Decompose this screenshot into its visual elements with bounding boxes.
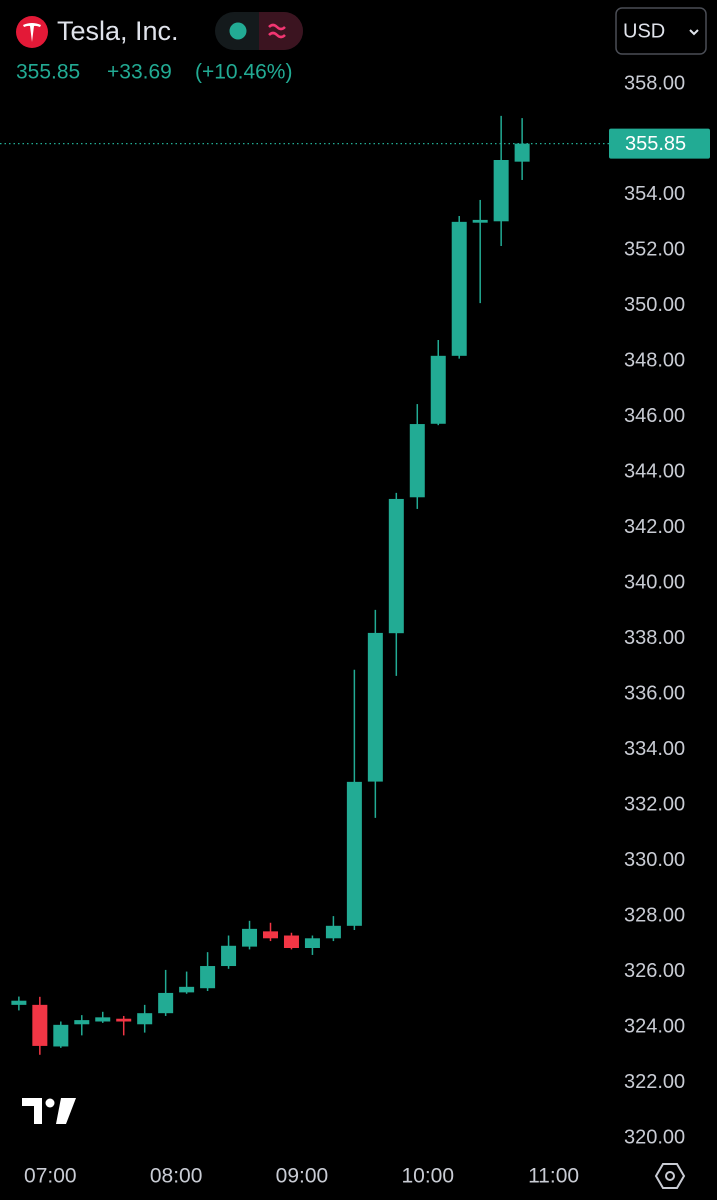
y-tick-label: 352.00 [624,239,685,261]
y-tick-label: 342.00 [624,516,685,538]
y-tick-label: 332.00 [624,793,685,815]
candle-body [304,938,320,949]
candle-body [514,143,530,162]
candle-body [116,1018,132,1022]
price-change-percent: (+10.46%) [195,61,292,84]
x-tick-label: 11:00 [528,1165,579,1188]
y-tick-label: 358.00 [624,72,685,94]
candle-body [325,925,341,939]
settings-icon-center [665,1171,675,1181]
last-price-label: 355.85 [625,133,686,155]
candle-body [11,1000,27,1005]
y-tick-label: 340.00 [624,572,685,594]
currency-label: USD [623,20,665,42]
last-price: 355.85 [16,61,80,84]
candle-body [409,424,425,498]
y-tick-label: 324.00 [624,1015,685,1037]
x-tick-label: 10:00 [401,1165,454,1188]
y-tick-label: 350.00 [624,294,685,316]
candle-body [430,355,446,424]
symbol-title: Tesla, Inc. [57,16,179,46]
candle-body [137,1013,153,1025]
candle-body [242,928,258,947]
y-tick-label: 330.00 [624,849,685,871]
x-tick-label: 08:00 [150,1165,203,1188]
y-tick-label: 336.00 [624,682,685,704]
y-tick-label: 338.00 [624,627,685,649]
candle-body [388,498,404,634]
candle-body [221,945,237,967]
y-tick-label: 322.00 [624,1071,685,1093]
candle-body [200,966,216,989]
y-tick-label: 334.00 [624,738,685,760]
market-open-dot [229,22,247,40]
y-tick-label: 326.00 [624,960,685,982]
dropdown-chevron [689,29,699,36]
candle-body [74,1020,90,1025]
currency-dropdown[interactable] [615,7,707,55]
candle-body [179,986,195,993]
settings-icon[interactable] [654,1163,686,1189]
last-price-badge [609,128,710,159]
x-tick-label: 07:00 [24,1165,77,1188]
tv-logo-slash [56,1098,76,1124]
tv-logo-7 [22,1098,42,1124]
candle-body [53,1024,69,1047]
y-tick-label: 328.00 [624,904,685,926]
candle-body [262,931,278,939]
extended-hours-icon [268,23,286,39]
candle-body [346,781,362,926]
y-tick-label: 348.00 [624,350,685,372]
candle-body [158,992,174,1014]
candle-body [493,159,509,222]
logo-glyph [23,23,41,42]
candle-body [472,219,488,223]
status-pill-right [259,12,303,50]
y-tick-label: 320.00 [624,1126,685,1148]
plot-area [0,115,609,1055]
y-tick-label: 344.00 [624,461,685,483]
candle-body [367,632,383,782]
y-tick-label: 354.00 [624,183,685,205]
tv-logo-dot [45,1098,55,1108]
price-change: +33.69 [107,61,172,84]
x-tick-label: 09:00 [276,1165,329,1188]
candle-body [283,935,299,949]
y-tick-label: 346.00 [624,405,685,427]
candle-body [451,221,467,356]
candle-body [95,1017,111,1022]
candle-body [32,1004,48,1046]
